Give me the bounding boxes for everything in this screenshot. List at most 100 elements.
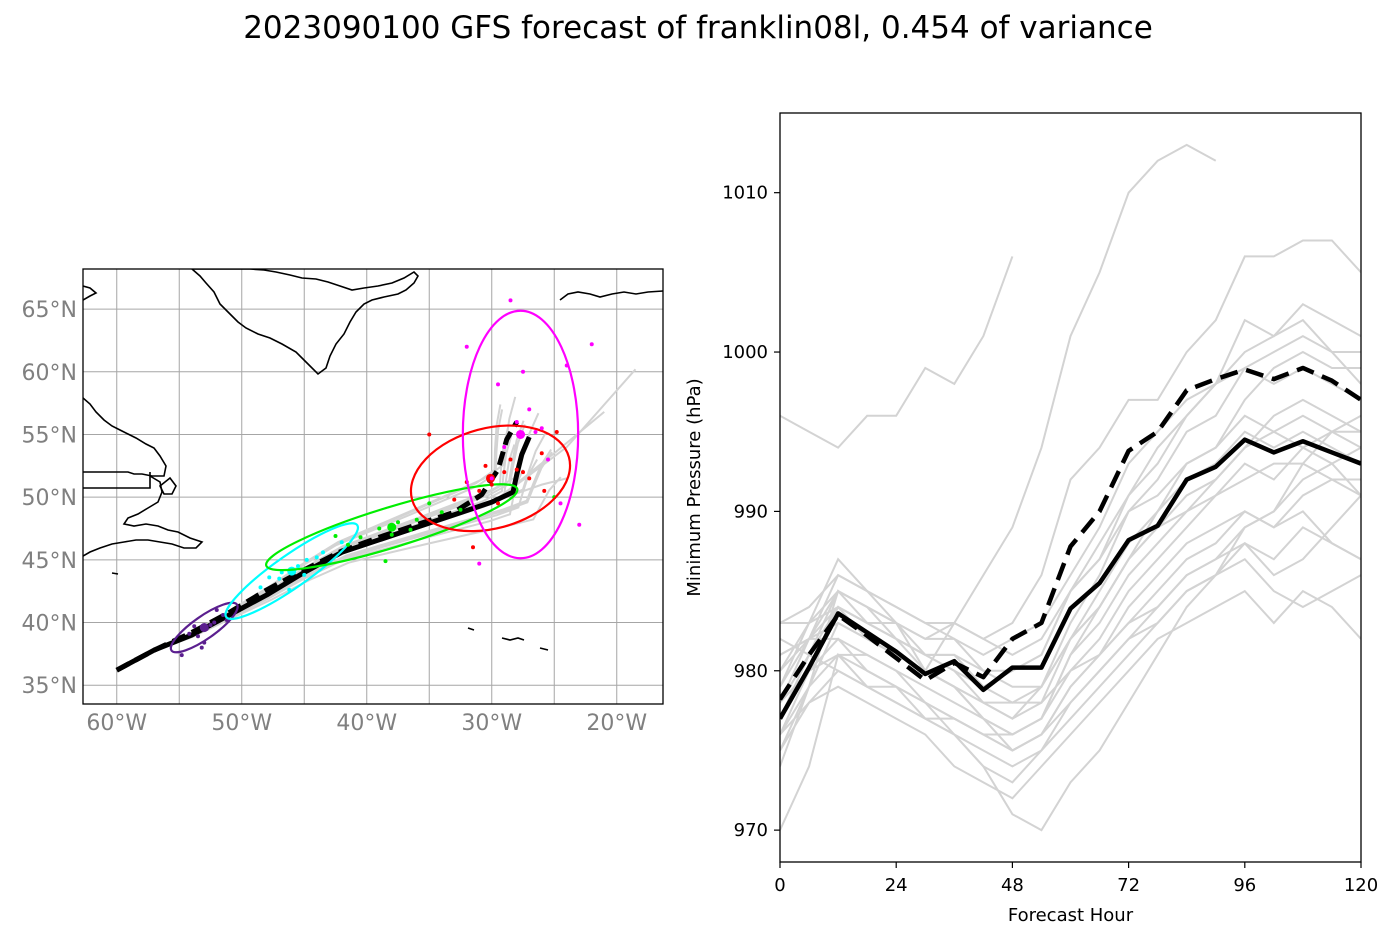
forecast-time-group xyxy=(169,601,239,658)
map-graticule xyxy=(83,269,663,704)
lon-tick-label: 50°W xyxy=(211,711,272,736)
lon-tick-label: 20°W xyxy=(586,711,647,736)
forecast-time-group xyxy=(461,298,594,566)
member-position-point xyxy=(296,564,300,569)
member-position-point xyxy=(277,576,282,581)
mean-position-point xyxy=(516,429,525,439)
member-position-point xyxy=(452,497,457,502)
member-position-point xyxy=(427,432,432,437)
y-tick-label: 970 xyxy=(734,820,768,841)
coastline-segment xyxy=(83,472,151,489)
lat-tick-label: 35°N xyxy=(22,674,77,699)
member-pressure-line xyxy=(780,414,1361,656)
member-position-point xyxy=(489,476,494,481)
y-tick-label: 1010 xyxy=(722,183,768,204)
member-position-point xyxy=(554,429,559,434)
member-position-point xyxy=(358,535,363,540)
member-position-point xyxy=(539,426,544,431)
member-track xyxy=(116,432,547,672)
main-pressure-lines xyxy=(780,365,1361,720)
x-tick-label: 120 xyxy=(1344,875,1378,896)
lat-tick-label: 60°N xyxy=(22,361,77,386)
coastlines xyxy=(83,269,663,651)
member-position-point xyxy=(179,653,184,658)
member-position-point xyxy=(521,369,525,374)
control-pressure-line xyxy=(780,365,1361,701)
lon-tick-label: 30°W xyxy=(461,711,522,736)
mean-position-point xyxy=(387,522,397,532)
member-position-point xyxy=(527,476,532,481)
pressure-chart-panel: 0 24 48 72 96 120 970 980 990 1000 1010 Forecast H… xyxy=(684,112,1378,926)
member-position-point xyxy=(383,559,388,564)
member-position-point xyxy=(496,501,500,506)
uncertainty-ellipse xyxy=(224,522,360,621)
control-track xyxy=(115,420,519,673)
member-position-point xyxy=(589,342,594,347)
member-position-point xyxy=(321,550,325,555)
uncertainty-ellipse xyxy=(409,424,572,533)
member-position-point xyxy=(458,507,463,512)
figure-title: 2023090100 GFS forecast of franklin08l, … xyxy=(243,10,1153,46)
x-tick-label: 24 xyxy=(885,875,908,896)
uncertainty-ellipse xyxy=(461,309,580,560)
x-tick-label: 96 xyxy=(1233,875,1256,896)
member-position-point xyxy=(199,645,204,650)
member-pressure-line xyxy=(780,239,1361,672)
member-position-point xyxy=(187,631,192,636)
lat-tick-label: 65°N xyxy=(22,298,77,323)
member-position-point xyxy=(258,585,263,590)
member-position-point xyxy=(396,520,400,525)
member-pressure-line xyxy=(780,589,1361,800)
member-position-point xyxy=(477,488,482,493)
member-track xyxy=(116,426,510,672)
member-pressure-line xyxy=(780,430,1361,736)
member-position-point xyxy=(267,575,272,580)
lon-tick-label: 40°W xyxy=(336,711,397,736)
x-axis-label: Forecast Hour xyxy=(1008,905,1134,926)
member-position-point xyxy=(408,527,413,532)
member-pressure-line xyxy=(780,494,1361,752)
member-position-point xyxy=(314,555,319,560)
y-tick-label: 1000 xyxy=(722,342,768,363)
member-position-point xyxy=(533,429,538,434)
member-pressure-line xyxy=(780,478,1361,752)
member-position-point xyxy=(346,542,350,547)
member-pressure-lines xyxy=(780,143,1361,832)
member-position-point xyxy=(192,624,197,629)
member-position-point xyxy=(427,501,432,506)
coastline-segment xyxy=(501,637,525,641)
x-tick-label: 72 xyxy=(1117,875,1140,896)
map-tick-labels: 60°W 50°W 40°W 30°W 20°W 35°N 40°N 45°N 50°N 55°N… xyxy=(22,298,648,736)
map-frame xyxy=(82,268,664,705)
member-position-point xyxy=(377,526,382,531)
member-position-point xyxy=(502,470,507,475)
member-position-point xyxy=(514,419,519,424)
member-position-point xyxy=(339,540,344,545)
member-position-point xyxy=(483,463,488,468)
member-position-point xyxy=(558,501,563,506)
member-position-point xyxy=(477,561,482,566)
ensemble-mean-pressure-line xyxy=(780,437,1361,720)
member-position-point xyxy=(439,510,444,515)
y-tick-label: 980 xyxy=(734,661,768,682)
member-position-point xyxy=(464,344,469,349)
member-position-point xyxy=(304,557,309,562)
x-tick-label: 0 xyxy=(774,875,785,896)
coastline-segment xyxy=(158,476,177,495)
member-position-point xyxy=(302,572,307,577)
track-map-panel: 60°W 50°W 40°W 30°W 20°W 35°N 40°N 45°N 50°N 55°N… xyxy=(22,268,664,736)
chart-ticks: 0 24 48 72 96 120 970 980 990 1000 1010 xyxy=(722,183,1378,896)
member-position-point xyxy=(514,467,519,472)
member-pressure-line xyxy=(780,143,1217,767)
member-pressure-line xyxy=(780,430,1361,736)
member-position-point xyxy=(577,522,582,527)
y-tick-label: 990 xyxy=(734,501,768,522)
member-position-point xyxy=(539,451,544,456)
coastline-segment xyxy=(467,627,475,631)
member-position-point xyxy=(521,470,525,475)
forecast-time-group xyxy=(264,483,557,572)
member-position-point xyxy=(542,488,547,493)
member-pressure-line xyxy=(780,256,1014,449)
member-position-point xyxy=(489,482,494,487)
coastline-segment xyxy=(83,475,204,557)
